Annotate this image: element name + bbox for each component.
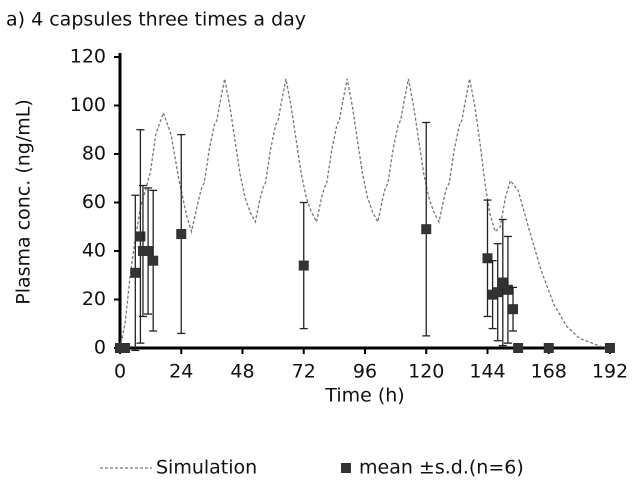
mean-marker	[130, 267, 141, 278]
mean-marker	[502, 284, 513, 295]
mean-marker	[487, 289, 498, 300]
mean-marker	[605, 343, 615, 353]
y-tick-label: 100	[70, 94, 106, 116]
mean-marker	[135, 231, 146, 242]
mean-marker	[143, 246, 154, 256]
y-tick-label: 80	[82, 143, 106, 165]
x-tick-label: 120	[408, 361, 444, 383]
x-tick-label: 192	[592, 361, 628, 383]
simulation-line	[119, 78, 606, 349]
y-tick-label: 0	[94, 337, 106, 359]
mean-marker	[513, 343, 524, 353]
y-tick-label: 20	[82, 288, 106, 310]
legend-label: mean ±s.d.(n=6)	[359, 457, 524, 479]
mean-marker	[176, 229, 187, 240]
y-tick-label: 120	[70, 46, 106, 68]
mean-marker	[120, 343, 131, 353]
mean-marker	[137, 246, 148, 256]
mean-marker	[492, 287, 503, 298]
mean-marker	[298, 260, 309, 271]
mean-marker	[497, 277, 508, 288]
chart-title: a) 4 capsules three times a day	[6, 9, 306, 31]
x-tick-label: 48	[230, 361, 254, 383]
x-tick-label: 72	[292, 361, 316, 383]
x-tick-label: 168	[531, 361, 567, 383]
mean-marker	[508, 304, 519, 315]
y-tick-label: 40	[82, 240, 106, 262]
x-tick-label: 24	[169, 361, 193, 383]
mean-marker	[148, 255, 159, 266]
x-tick-label: 96	[353, 361, 377, 383]
mean-marker	[482, 253, 493, 264]
legend-marker	[341, 463, 351, 473]
y-axis-label: Plasma conc. (ng/mL)	[13, 99, 35, 305]
legend-label: Simulation	[156, 457, 257, 479]
x-tick-label: 144	[469, 361, 505, 383]
y-tick-label: 60	[82, 191, 106, 213]
mean-marker	[421, 224, 432, 235]
x-tick-label: 0	[114, 361, 126, 383]
mean-marker	[543, 343, 554, 353]
x-axis-label: Time (h)	[324, 385, 404, 407]
